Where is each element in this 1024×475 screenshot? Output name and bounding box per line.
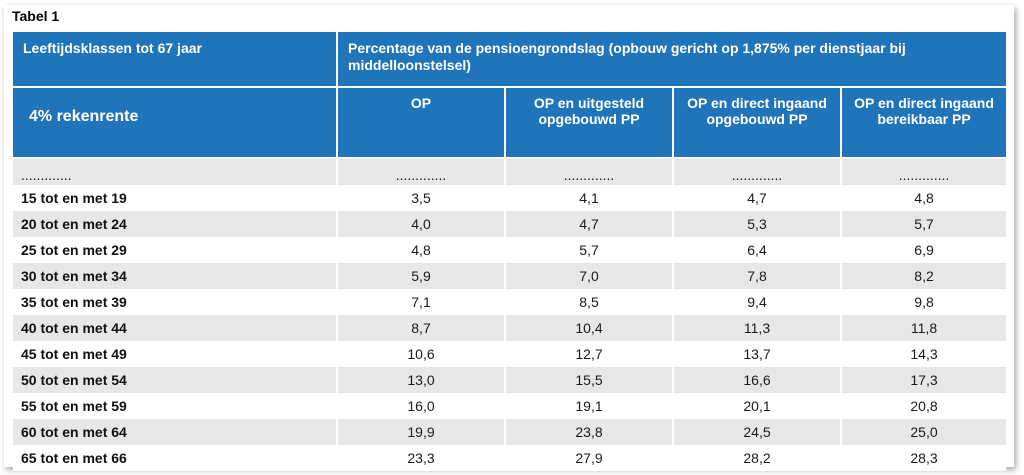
value-cell: 4,7 (505, 211, 674, 237)
value-cell: 7,0 (505, 263, 674, 289)
header-col-op: OP (337, 87, 506, 159)
value-cell: 23,3 (337, 445, 506, 471)
row-label: 50 tot en met 54 (13, 367, 338, 393)
placeholder-row: ............. ............. ............… (13, 158, 1007, 185)
table-row: 60 tot en met 64 19,9 23,8 24,5 25,0 (13, 419, 1007, 445)
row-label: 15 tot en met 19 (13, 185, 338, 211)
table-row: 25 tot en met 29 4,8 5,7 6,4 6,9 (13, 237, 1007, 263)
value-cell: 28,3 (841, 445, 1007, 471)
header-percentage: Percentage van de pensioengrondslag (opb… (337, 32, 1007, 88)
value-cell: 4,8 (841, 185, 1007, 211)
value-cell: 11,8 (841, 315, 1007, 341)
value-cell: 28,2 (673, 445, 842, 471)
value-cell: 14,3 (841, 341, 1007, 367)
value-cell: 8,2 (841, 263, 1007, 289)
header-interest-rate: 4% rekenrente (13, 87, 338, 159)
value-cell: 9,8 (841, 289, 1007, 315)
value-cell: 10,4 (505, 315, 674, 341)
value-cell: 7,8 (673, 263, 842, 289)
row-label: 40 tot en met 44 (13, 315, 338, 341)
value-cell: 7,1 (337, 289, 506, 315)
table-row: 40 tot en met 44 8,7 10,4 11,3 11,8 (13, 315, 1007, 341)
header-row-2: 4% rekenrente OP OP en uitgesteld opgebo… (13, 87, 1007, 159)
table-row: 55 tot en met 59 16,0 19,1 20,1 20,8 (13, 393, 1007, 419)
table-row: 30 tot en met 34 5,9 7,0 7,8 8,2 (13, 263, 1007, 289)
value-cell: 4,0 (337, 211, 506, 237)
value-cell: 13,0 (337, 367, 506, 393)
row-label: 60 tot en met 64 (13, 419, 338, 445)
placeholder-cell: ............. (841, 158, 1007, 185)
value-cell: 16,0 (337, 393, 506, 419)
value-cell: 5,7 (841, 211, 1007, 237)
value-cell: 6,4 (673, 237, 842, 263)
value-cell: 10,6 (337, 341, 506, 367)
row-label: 45 tot en met 49 (13, 341, 338, 367)
value-cell: 3,5 (337, 185, 506, 211)
table-row: 35 tot en met 39 7,1 8,5 9,4 9,8 (13, 289, 1007, 315)
value-cell: 4,8 (337, 237, 506, 263)
value-cell: 20,8 (841, 393, 1007, 419)
value-cell: 19,1 (505, 393, 674, 419)
header-age-classes: Leeftijdsklassen tot 67 jaar (13, 32, 338, 88)
placeholder-cell: ............. (505, 158, 674, 185)
header-col-op-uitgesteld: OP en uitgesteld opgebouwd PP (505, 87, 674, 159)
row-label: 20 tot en met 24 (13, 211, 338, 237)
value-cell: 5,7 (505, 237, 674, 263)
value-cell: 15,5 (505, 367, 674, 393)
placeholder-cell: ............. (13, 158, 338, 185)
value-cell: 19,9 (337, 419, 506, 445)
value-cell: 8,7 (337, 315, 506, 341)
value-cell: 8,5 (505, 289, 674, 315)
table-row: 15 tot en met 19 3,5 4,1 4,7 4,8 (13, 185, 1007, 211)
header-col-op-direct-bereikbaar: OP en direct ingaand bereikbaar PP (841, 87, 1007, 159)
value-cell: 9,4 (673, 289, 842, 315)
value-cell: 5,3 (673, 211, 842, 237)
value-cell: 4,7 (673, 185, 842, 211)
pension-table: Leeftijdsklassen tot 67 jaar Percentage … (13, 32, 1007, 471)
table-caption: Tabel 1 (12, 8, 60, 24)
value-cell: 6,9 (841, 237, 1007, 263)
value-cell: 24,5 (673, 419, 842, 445)
table-body: ............. ............. ............… (13, 158, 1007, 471)
table-row: 45 tot en met 49 10,6 12,7 13,7 14,3 (13, 341, 1007, 367)
value-cell: 11,3 (673, 315, 842, 341)
value-cell: 4,1 (505, 185, 674, 211)
value-cell: 23,8 (505, 419, 674, 445)
placeholder-cell: ............. (673, 158, 842, 185)
table-row: 50 tot en met 54 13,0 15,5 16,6 17,3 (13, 367, 1007, 393)
table-frame: Tabel 1 Leeftijdsklassen tot 67 jaar Per… (4, 5, 1014, 471)
table-row: 65 tot en met 66 23,3 27,9 28,2 28,3 (13, 445, 1007, 471)
value-cell: 13,7 (673, 341, 842, 367)
value-cell: 12,7 (505, 341, 674, 367)
value-cell: 27,9 (505, 445, 674, 471)
value-cell: 17,3 (841, 367, 1007, 393)
placeholder-cell: ............. (337, 158, 506, 185)
header-col-op-direct-opgebouwd: OP en direct ingaand opgebouwd PP (673, 87, 842, 159)
row-label: 35 tot en met 39 (13, 289, 338, 315)
value-cell: 25,0 (841, 419, 1007, 445)
row-label: 30 tot en met 34 (13, 263, 338, 289)
value-cell: 5,9 (337, 263, 506, 289)
table-row: 20 tot en met 24 4,0 4,7 5,3 5,7 (13, 211, 1007, 237)
value-cell: 16,6 (673, 367, 842, 393)
row-label: 25 tot en met 29 (13, 237, 338, 263)
row-label: 65 tot en met 66 (13, 445, 338, 471)
value-cell: 20,1 (673, 393, 842, 419)
header-row-1: Leeftijdsklassen tot 67 jaar Percentage … (13, 32, 1007, 88)
row-label: 55 tot en met 59 (13, 393, 338, 419)
